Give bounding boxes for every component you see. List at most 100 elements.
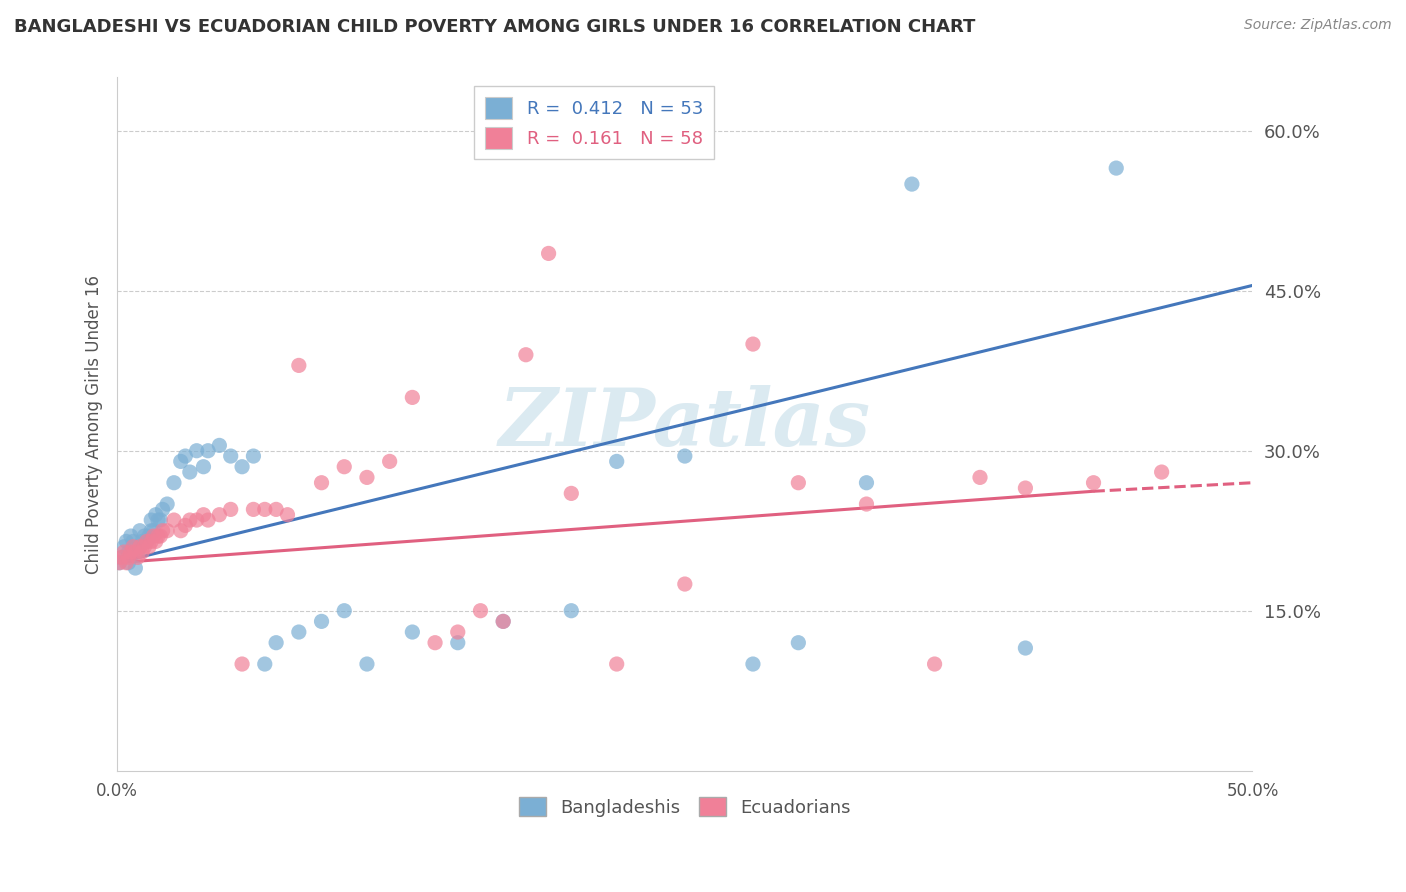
Point bbox=[264, 636, 287, 650]
Point bbox=[141, 524, 163, 538]
Point bbox=[174, 518, 197, 533]
Point bbox=[1014, 641, 1036, 656]
Point bbox=[208, 438, 231, 452]
Point bbox=[423, 636, 446, 650]
Point bbox=[156, 497, 179, 511]
Point bbox=[253, 657, 276, 671]
Point bbox=[149, 513, 172, 527]
Point bbox=[673, 577, 696, 591]
Point bbox=[146, 513, 169, 527]
Point bbox=[311, 615, 333, 629]
Point bbox=[560, 604, 582, 618]
Point bbox=[124, 561, 146, 575]
Point bbox=[112, 540, 135, 554]
Point bbox=[401, 625, 423, 640]
Point bbox=[108, 556, 131, 570]
Point bbox=[179, 465, 201, 479]
Y-axis label: Child Poverty Among Girls Under 16: Child Poverty Among Girls Under 16 bbox=[86, 275, 103, 574]
Point bbox=[264, 502, 287, 516]
Point bbox=[193, 459, 215, 474]
Point bbox=[127, 545, 149, 559]
Point bbox=[131, 534, 153, 549]
Point bbox=[447, 625, 470, 640]
Point bbox=[145, 508, 167, 522]
Point bbox=[208, 508, 231, 522]
Point bbox=[253, 502, 276, 516]
Point bbox=[128, 540, 150, 554]
Point bbox=[492, 615, 515, 629]
Point bbox=[112, 545, 135, 559]
Point bbox=[276, 508, 298, 522]
Text: BANGLADESHI VS ECUADORIAN CHILD POVERTY AMONG GIRLS UNDER 16 CORRELATION CHART: BANGLADESHI VS ECUADORIAN CHILD POVERTY … bbox=[14, 18, 976, 36]
Point bbox=[142, 529, 165, 543]
Point bbox=[128, 524, 150, 538]
Point bbox=[470, 604, 492, 618]
Point bbox=[111, 550, 134, 565]
Point bbox=[606, 657, 628, 671]
Point bbox=[170, 454, 193, 468]
Point bbox=[969, 470, 991, 484]
Point bbox=[193, 508, 215, 522]
Point bbox=[219, 449, 242, 463]
Point bbox=[108, 556, 131, 570]
Point bbox=[138, 540, 160, 554]
Point bbox=[186, 513, 208, 527]
Point bbox=[135, 534, 157, 549]
Text: Source: ZipAtlas.com: Source: ZipAtlas.com bbox=[1244, 18, 1392, 32]
Point bbox=[135, 534, 157, 549]
Point bbox=[163, 513, 186, 527]
Point bbox=[138, 529, 160, 543]
Point bbox=[186, 443, 208, 458]
Point bbox=[170, 524, 193, 538]
Point bbox=[356, 470, 378, 484]
Point bbox=[742, 657, 765, 671]
Point bbox=[115, 534, 138, 549]
Point bbox=[333, 604, 356, 618]
Point bbox=[560, 486, 582, 500]
Point bbox=[134, 529, 156, 543]
Point bbox=[855, 497, 877, 511]
Point bbox=[134, 540, 156, 554]
Point bbox=[152, 524, 174, 538]
Point bbox=[311, 475, 333, 490]
Point bbox=[333, 459, 356, 474]
Point bbox=[924, 657, 946, 671]
Legend: Bangladeshis, Ecuadorians: Bangladeshis, Ecuadorians bbox=[512, 790, 858, 824]
Point bbox=[288, 359, 311, 373]
Point bbox=[141, 534, 163, 549]
Point bbox=[242, 449, 264, 463]
Point bbox=[111, 550, 134, 565]
Point bbox=[117, 556, 139, 570]
Point bbox=[742, 337, 765, 351]
Point bbox=[156, 524, 179, 538]
Point bbox=[606, 454, 628, 468]
Point bbox=[124, 545, 146, 559]
Point bbox=[242, 502, 264, 516]
Point bbox=[855, 475, 877, 490]
Point bbox=[231, 459, 253, 474]
Point bbox=[288, 625, 311, 640]
Text: ZIPatlas: ZIPatlas bbox=[499, 385, 870, 463]
Point bbox=[378, 454, 401, 468]
Point bbox=[117, 550, 139, 565]
Point bbox=[120, 545, 142, 559]
Point bbox=[673, 449, 696, 463]
Point bbox=[131, 545, 153, 559]
Point bbox=[537, 246, 560, 260]
Point bbox=[122, 540, 145, 554]
Point bbox=[901, 177, 924, 191]
Point bbox=[179, 513, 201, 527]
Point bbox=[787, 636, 810, 650]
Point bbox=[1083, 475, 1105, 490]
Point bbox=[1150, 465, 1173, 479]
Point bbox=[1105, 161, 1128, 175]
Point bbox=[152, 502, 174, 516]
Point bbox=[128, 540, 150, 554]
Point bbox=[231, 657, 253, 671]
Point bbox=[117, 545, 139, 559]
Point bbox=[1014, 481, 1036, 495]
Point bbox=[447, 636, 470, 650]
Point bbox=[163, 475, 186, 490]
Point bbox=[515, 348, 537, 362]
Point bbox=[141, 513, 163, 527]
